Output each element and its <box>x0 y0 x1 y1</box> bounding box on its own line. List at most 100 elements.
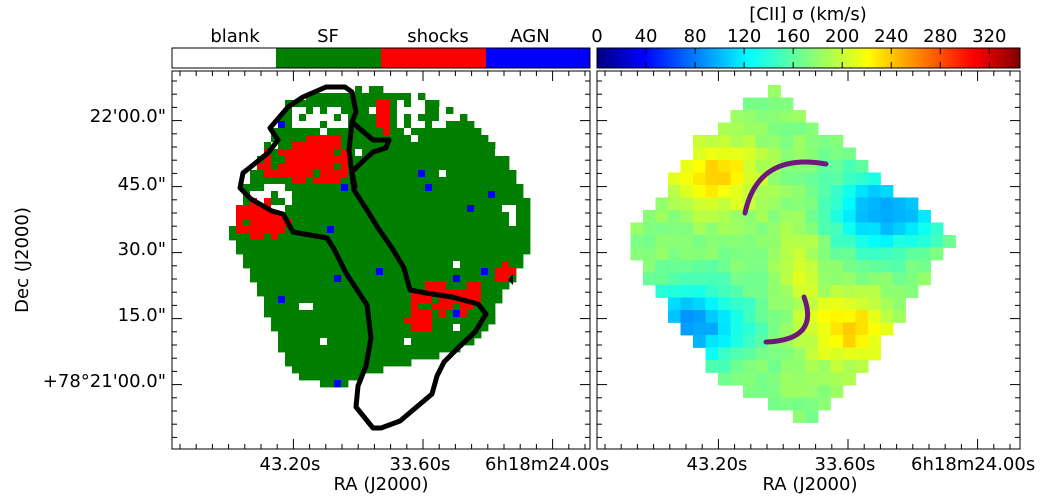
map-pixel <box>271 289 279 297</box>
map-pixel <box>693 135 706 148</box>
map-pixel <box>397 191 405 199</box>
map-pixel <box>271 317 279 325</box>
map-pixel <box>467 303 475 311</box>
map-pixel <box>299 121 307 129</box>
map-pixel <box>299 373 307 381</box>
map-pixel <box>502 254 510 262</box>
map-pixel <box>755 110 769 123</box>
map-pixel <box>432 170 440 178</box>
map-pixel <box>830 185 844 198</box>
map-pixel <box>481 226 489 234</box>
map-pixel <box>432 331 440 339</box>
map-pixel <box>918 210 931 223</box>
map-pixel <box>460 177 468 185</box>
map-pixel <box>432 156 440 164</box>
map-pixel <box>313 289 321 297</box>
map-pixel <box>299 324 307 332</box>
map-pixel <box>439 303 447 311</box>
map-pixel <box>355 331 363 339</box>
map-pixel <box>474 247 482 255</box>
map-pixel <box>257 261 265 269</box>
map-pixel <box>292 296 300 304</box>
map-pixel <box>341 142 349 150</box>
map-pixel <box>930 222 944 236</box>
map-pixel <box>460 233 468 241</box>
map-pixel <box>793 285 806 298</box>
map-pixel <box>830 285 844 298</box>
map-pixel <box>334 135 342 143</box>
map-pixel <box>376 170 384 178</box>
x-tick-label: 43.20s <box>260 454 321 475</box>
map-pixel <box>474 226 482 234</box>
map-pixel <box>306 170 314 178</box>
map-pixel <box>668 185 681 198</box>
map-pixel <box>495 184 503 192</box>
map-pixel <box>467 317 475 325</box>
map-pixel <box>292 303 300 311</box>
map-pixel <box>818 285 831 298</box>
map-pixel <box>334 380 342 388</box>
map-pixel <box>818 397 831 411</box>
map-pixel <box>397 324 405 332</box>
map-pixel <box>509 261 517 269</box>
map-pixel <box>292 121 300 129</box>
map-pixel <box>369 366 377 374</box>
colorbar-blank <box>172 48 276 68</box>
map-pixel <box>341 373 349 381</box>
map-pixel <box>474 219 482 227</box>
map-pixel <box>278 149 286 157</box>
map-pixel <box>327 128 335 136</box>
map-pixel <box>495 261 503 269</box>
map-pixel <box>341 338 349 346</box>
map-pixel <box>292 352 300 360</box>
map-pixel <box>306 198 314 206</box>
map-pixel <box>278 261 286 269</box>
map-pixel <box>880 197 894 211</box>
map-pixel <box>516 184 524 192</box>
map-pixel <box>446 289 454 297</box>
map-pixel <box>502 247 510 255</box>
map-pixel <box>432 205 440 213</box>
x-axis-label: RA (J2000) <box>763 474 858 495</box>
map-pixel <box>509 198 517 206</box>
map-pixel <box>285 240 293 248</box>
map-pixel <box>264 212 272 220</box>
map-pixel <box>411 184 419 192</box>
map-pixel <box>446 254 454 262</box>
map-pixel <box>509 226 517 234</box>
map-pixel <box>285 205 293 213</box>
map-pixel <box>755 285 769 298</box>
map-pixel <box>362 191 370 199</box>
map-pixel <box>467 198 475 206</box>
map-pixel <box>818 235 831 248</box>
map-pixel <box>418 317 426 325</box>
map-pixel <box>446 177 454 185</box>
map-pixel <box>805 272 819 286</box>
map-pixel <box>693 247 706 261</box>
map-pixel <box>292 310 300 318</box>
map-pixel <box>418 352 426 360</box>
map-pixel <box>369 191 377 199</box>
map-pixel <box>439 149 447 157</box>
map-pixel <box>278 317 286 325</box>
map-pixel <box>453 121 461 129</box>
map-pixel <box>668 260 681 273</box>
map-pixel <box>425 135 433 143</box>
map-pixel <box>668 247 681 261</box>
map-pixel <box>383 247 391 255</box>
map-pixel <box>425 100 433 108</box>
map-pixel <box>369 156 377 164</box>
map-pixel <box>348 191 356 199</box>
map-pixel <box>680 272 694 286</box>
map-pixel <box>418 163 426 171</box>
map-pixel <box>680 222 694 236</box>
map-pixel <box>418 331 426 339</box>
map-pixel <box>509 240 517 248</box>
map-pixel <box>341 219 349 227</box>
map-pixel <box>369 170 377 178</box>
map-pixel <box>467 247 475 255</box>
map-pixel <box>893 247 906 261</box>
map-pixel <box>432 128 440 136</box>
map-pixel <box>432 212 440 220</box>
map-pixel <box>474 275 482 283</box>
